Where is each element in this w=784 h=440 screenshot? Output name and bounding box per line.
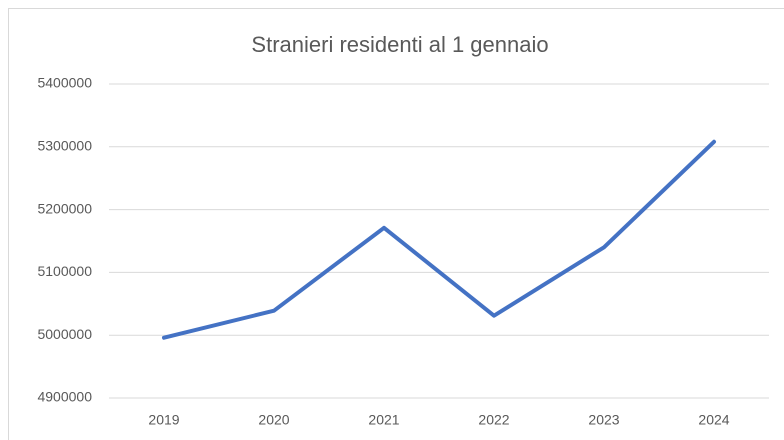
- y-tick-label: 5400000: [37, 75, 92, 91]
- x-tick-label: 2020: [258, 412, 289, 428]
- x-tick-label: 2022: [478, 412, 509, 428]
- x-tick-label: 2021: [368, 412, 399, 428]
- y-tick-label: 4900000: [37, 389, 92, 405]
- chart-title: Stranieri residenti al 1 gennaio: [251, 32, 548, 57]
- line-series: [162, 139, 716, 340]
- y-tick-label: 5300000: [37, 138, 92, 154]
- chart-border: [8, 8, 784, 440]
- y-tick-label: 5000000: [37, 326, 92, 342]
- y-tick-label: 5100000: [37, 263, 92, 279]
- x-tick-label: 2023: [588, 412, 619, 428]
- y-tick-label: 5200000: [37, 200, 92, 216]
- x-tick-label: 2019: [148, 412, 179, 428]
- x-tick-label: 2024: [698, 412, 729, 428]
